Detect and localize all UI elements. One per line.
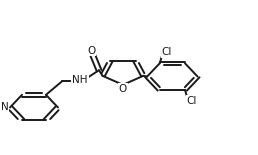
Text: Cl: Cl xyxy=(187,96,197,106)
Text: NH: NH xyxy=(72,75,88,85)
Text: Cl: Cl xyxy=(162,47,172,57)
Text: O: O xyxy=(119,84,127,94)
Text: N: N xyxy=(1,102,8,113)
Text: O: O xyxy=(87,46,95,56)
